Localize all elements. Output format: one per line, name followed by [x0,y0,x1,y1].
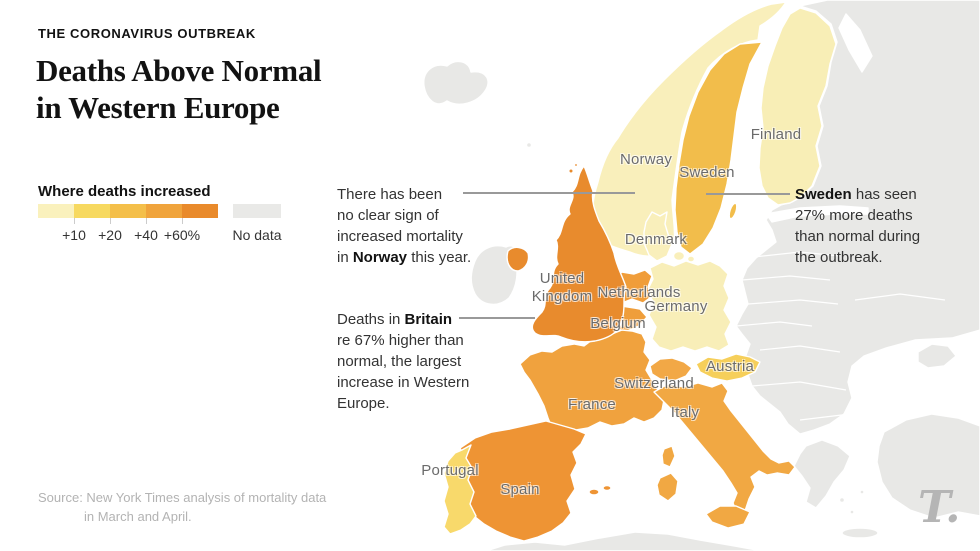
crete-island [841,527,879,539]
kicker: THE CORONAVIRUS OUTBREAK [38,26,256,41]
map-label-uk: United Kingdom [531,270,593,305]
legend-swatch [146,204,182,218]
country-austria [695,353,761,382]
border-line [744,251,841,259]
border-line [751,381,847,391]
danish-island [686,255,696,263]
greek-island [849,509,855,515]
annotation-sweden-text-end: has seen 27% more deaths than normal dur… [795,186,921,266]
annotation-norway-text: There has been no clear sign of increase… [337,186,463,266]
map-label-netherlands: Netherlands [597,284,681,301]
annotation-sweden-bold: Sweden [795,186,852,203]
country-portugal [443,444,477,535]
map-label-denmark: Denmark [624,231,688,248]
danish-island [672,250,686,262]
legend-tick-labels: +10 +20 +40 +60% [38,227,218,243]
source-line1: Source: New York Times analysis of morta… [38,490,327,505]
balearic-island [588,488,600,496]
legend-tick-mark [182,218,183,224]
annotation-norway-bold: Norway [352,249,408,266]
legend-color-ramp [38,204,218,218]
corsica-island [661,445,676,468]
leader-line-britain [459,317,535,319]
legend-tick-label: +10 [62,227,86,243]
country-switzerland [649,357,693,382]
greek-island [838,496,846,504]
map-label-spain: Spain [500,481,540,498]
border-line [759,345,841,353]
legend-no-data-label: No data [232,227,282,243]
shetland-islands [568,168,574,174]
annotation-britain-bold: Britain [404,311,453,328]
annotation-britain: Deaths in Britain re 67% higher than nor… [337,309,497,414]
sardinia-island [656,472,679,502]
legend-swatch [182,204,218,218]
border-line [799,413,885,425]
country-turkey [876,413,980,519]
legend-tick-label: +40 [134,227,158,243]
country-crimea [917,343,957,369]
country-iceland [423,60,489,105]
nyt-logo: T. [918,482,961,533]
map-label-austria: Austria [705,358,755,375]
country-ireland [470,245,518,305]
border-line [735,321,813,327]
map-label-france: France [568,396,616,413]
map-label-belgium: Belgium [590,315,646,332]
map-label-germany: Germany [644,298,708,315]
legend-no-data-swatch [233,204,281,218]
map-label-sweden: Sweden [679,164,735,181]
annotation-britain-text-end: re 67% higher than normal, the largest i… [337,332,470,412]
north-africa-coast [485,531,763,551]
legend-tick-mark [74,218,75,224]
map-label-norway: Norway [619,151,673,168]
country-sweden [674,41,763,255]
legend-title: Where deaths increased [38,183,211,200]
annotation-sweden: Sweden has seen 27% more deaths than nor… [795,184,960,268]
gulf-of-finland [765,205,869,223]
country-finland [758,7,837,206]
page-title: Deaths Above Normal in Western Europe [36,52,322,126]
faroe-islands [525,141,533,149]
border-line [747,299,839,305]
annotation-britain-text: Deaths in [337,311,405,328]
source-line2: in March and April. [84,509,192,524]
leader-line-sweden [706,193,790,195]
map-label-italy: Italy [670,404,700,421]
border-line [741,275,831,281]
legend-tick-label: +60% [163,227,201,243]
legend-tick-marks [38,218,218,224]
legend-swatch [74,204,110,218]
legend-tick-label: +20 [98,227,122,243]
legend-tick-mark [146,218,147,224]
sicily-island [705,505,751,529]
country-united-kingdom [531,165,627,343]
annotation-norway-text-end: this year. [407,249,472,266]
annotation-norway: There has been no clear sign of increase… [337,184,497,268]
balearic-island [602,484,612,492]
map-label-switzerland: Switzerland [614,375,694,392]
map-label-finland: Finland [750,126,802,143]
legend-tick-mark [110,218,111,224]
map-label-portugal: Portugal [421,462,479,479]
shetland-islands [573,162,579,168]
country-italy [653,382,796,514]
northern-ireland [506,246,530,272]
gotland-island [728,202,738,220]
source-note: Source: New York Times analysis of morta… [38,488,326,526]
country-denmark [643,211,673,262]
page-title-line1: Deaths Above Normal [36,53,322,88]
country-germany [646,260,732,352]
white-sea [838,13,873,73]
greek-island [859,489,865,495]
country-eastern-europe [735,0,980,435]
legend-swatch [110,204,146,218]
legend-swatch [38,204,74,218]
leader-line-norway [463,192,635,194]
page-title-line2: in Western Europe [36,90,280,125]
border-line [854,293,946,301]
